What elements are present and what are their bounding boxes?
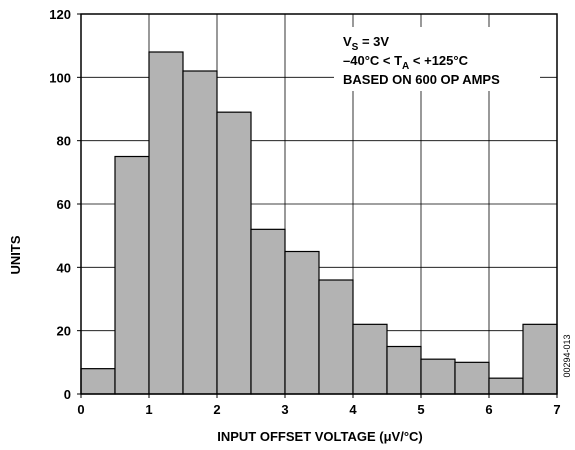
histogram-bar: [386, 345, 422, 395]
histogram-bar: [488, 377, 524, 395]
y-tick-label: 20: [57, 324, 71, 339]
x-axis-title: INPUT OFFSET VOLTAGE (μV/°C): [217, 429, 423, 444]
histogram-bar: [250, 228, 286, 395]
figure-code: 00294-013: [562, 334, 572, 377]
legend-supply-voltage: VS = 3V: [343, 34, 389, 53]
legend-temperature-range: –40°C < TA < +125°C: [343, 53, 469, 72]
x-tick-label: 7: [553, 402, 560, 417]
x-tick-label: 3: [281, 402, 288, 417]
y-tick-labels: 0 20 40 60 80 100 120: [49, 7, 71, 402]
histogram-bar: [114, 155, 150, 395]
legend-sample-size: BASED ON 600 OP AMPS: [343, 72, 500, 87]
x-tick-label: 0: [77, 402, 84, 417]
y-tick-label: 100: [49, 70, 71, 85]
histogram-bar: [352, 323, 388, 395]
y-tick-label: 60: [57, 197, 71, 212]
legend-box: VS = 3V –40°C < TA < +125°C BASED ON 600…: [334, 27, 540, 91]
x-tick-labels: 0 1 2 3 4 5 6 7: [77, 402, 560, 417]
histogram-bar: [148, 51, 184, 395]
x-tick-label: 4: [349, 402, 357, 417]
histogram-bar: [284, 250, 320, 395]
y-tick-label: 120: [49, 7, 71, 22]
y-axis-title: UNITS: [8, 235, 23, 274]
y-tick-label: 80: [57, 134, 71, 149]
histogram-bar: [216, 111, 252, 395]
y-tick-label: 0: [64, 387, 71, 402]
histogram-bar: [454, 361, 490, 395]
histogram-bar: [318, 279, 354, 395]
legend-background: [334, 27, 540, 91]
tick-marks: [77, 13, 558, 398]
histogram-bar: [420, 358, 456, 395]
x-tick-label: 5: [417, 402, 424, 417]
histogram-bar: [182, 70, 218, 395]
histogram-bars: [80, 51, 558, 395]
x-tick-label: 2: [213, 402, 220, 417]
histogram-bar: [80, 368, 116, 395]
y-tick-label: 40: [57, 260, 71, 275]
histogram-bar: [522, 323, 558, 395]
x-tick-label: 6: [485, 402, 492, 417]
x-tick-label: 1: [145, 402, 152, 417]
